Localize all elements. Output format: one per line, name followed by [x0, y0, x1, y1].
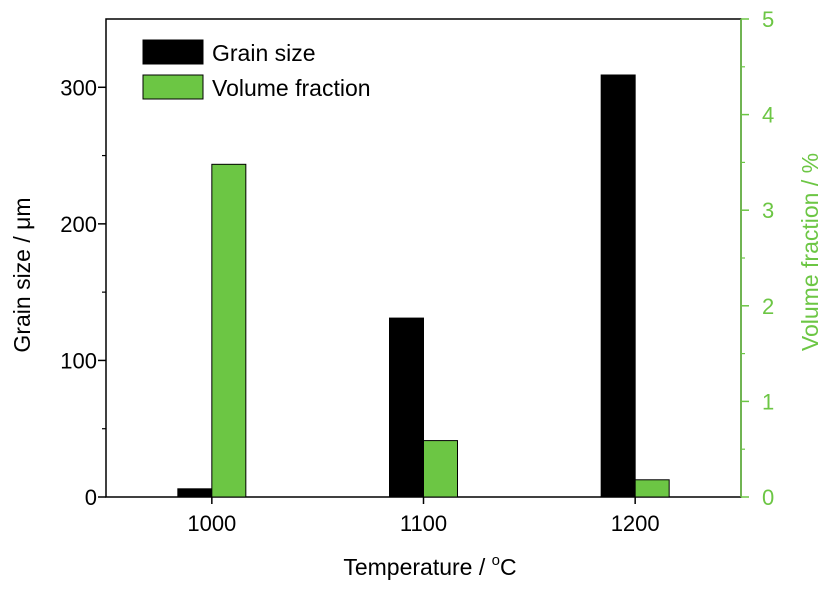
right-tick-label: 4: [762, 103, 774, 128]
x-tick-label: 1200: [611, 511, 660, 536]
left-tick-label: 300: [60, 75, 97, 100]
bar-grain-size-1000: [177, 488, 213, 498]
legend-label-volume-fraction: Volume fraction: [212, 75, 371, 101]
right-tick-label: 5: [762, 7, 774, 32]
degree-superscript: o: [492, 552, 500, 569]
right-tick-label: 1: [762, 389, 774, 414]
left-tick-label: 100: [60, 348, 97, 373]
legend: Grain size Volume fraction: [142, 39, 371, 101]
x-axis-title: Temperature / oC: [343, 552, 516, 580]
bar-volume-fraction-1200: [634, 479, 670, 498]
left-axis-title: Grain size / μm: [9, 197, 35, 352]
x-axis-ticks: 1000 1100 1200: [187, 497, 660, 536]
x-tick-label: 1000: [187, 511, 236, 536]
legend-swatch-volume-fraction: [142, 74, 204, 100]
right-axis-title: Volume fraction / %: [797, 153, 823, 351]
left-tick-label: 200: [60, 212, 97, 237]
bar-grain-size-1200: [600, 74, 636, 498]
legend-swatch-grain-size: [142, 39, 204, 65]
bars-group: [177, 74, 670, 498]
bar-volume-fraction-1100: [423, 440, 458, 498]
right-axis-ticks: 0 1 2 3 4 5: [741, 7, 774, 510]
bar-volume-fraction-1000: [211, 163, 247, 498]
legend-label-grain-size: Grain size: [212, 40, 316, 66]
right-tick-label: 2: [762, 294, 774, 319]
left-axis-ticks: 0 100 200 300: [60, 75, 106, 510]
right-tick-label: 3: [762, 198, 774, 223]
x-tick-label: 1100: [400, 511, 447, 536]
bar-grain-size-1100: [389, 317, 424, 498]
right-tick-label: 0: [762, 485, 774, 510]
left-tick-label: 0: [85, 485, 97, 510]
